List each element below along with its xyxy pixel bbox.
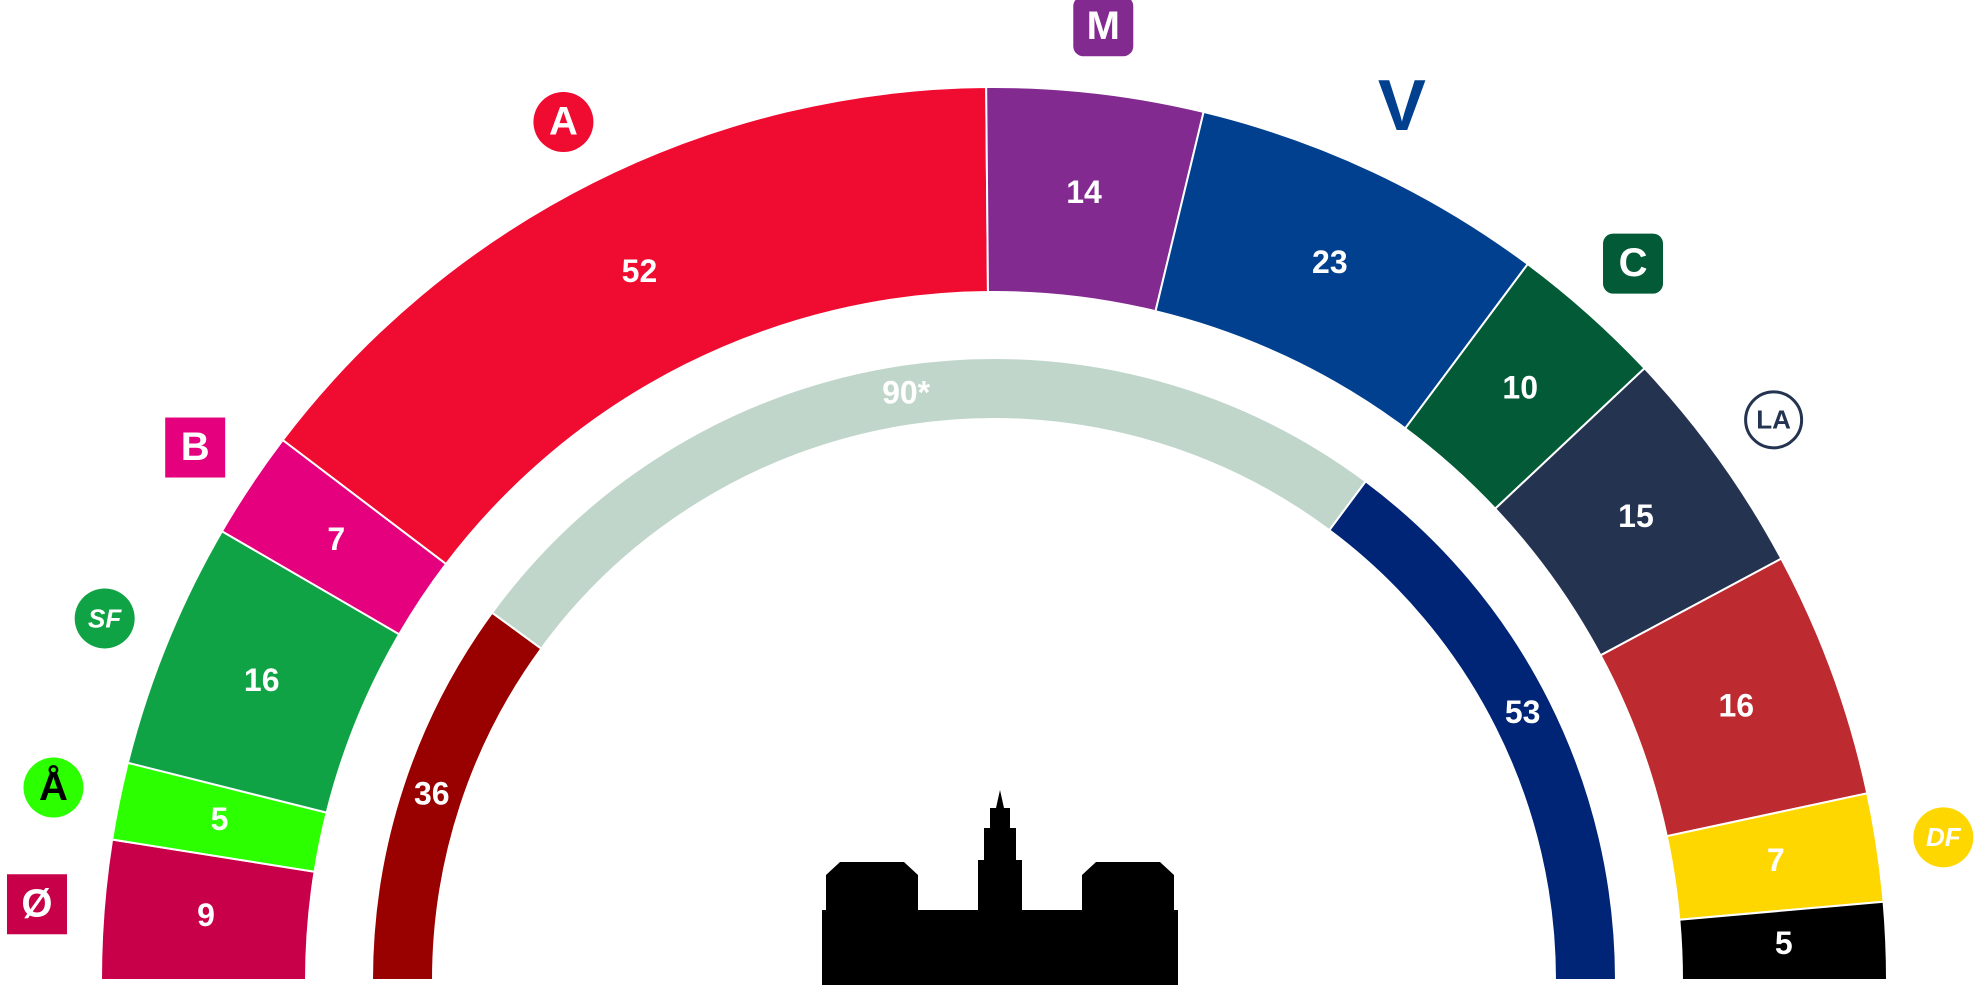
- value-label: 90*: [882, 375, 931, 411]
- party-logo: M: [1087, 4, 1120, 48]
- building: [822, 790, 1178, 985]
- party-logo: C: [1619, 241, 1648, 285]
- value-label: 16: [1719, 688, 1755, 724]
- value-label: 14: [1066, 174, 1102, 210]
- value-label: 7: [1767, 842, 1785, 878]
- value-label: 7: [327, 521, 345, 557]
- value-label: 15: [1618, 498, 1654, 534]
- party-logo: A: [549, 100, 578, 144]
- value-label: 52: [622, 253, 658, 289]
- value-label: 9: [197, 897, 215, 933]
- value-label: 5: [1775, 925, 1793, 961]
- value-label: 36: [414, 776, 450, 812]
- value-label: 5: [211, 801, 229, 837]
- value-label: 23: [1312, 244, 1348, 280]
- chart: 9 5 16 7 52 14 23 10 15 16 7 5 36 90* 53 Ø Å SF B A M V C LA DF: [0, 0, 1977, 985]
- party-logo: B: [181, 425, 210, 469]
- party-logo: Å: [39, 764, 68, 809]
- party-logo: V: [1378, 66, 1426, 146]
- seat-segment: [372, 613, 541, 980]
- party-logo: SF: [88, 603, 122, 633]
- party-logo: LA: [1756, 405, 1791, 435]
- party-logo: Ø: [21, 882, 52, 926]
- value-label: 10: [1502, 370, 1538, 406]
- party-logo: DF: [1926, 822, 1962, 852]
- value-label: 16: [244, 662, 280, 698]
- value-label: 53: [1505, 694, 1541, 730]
